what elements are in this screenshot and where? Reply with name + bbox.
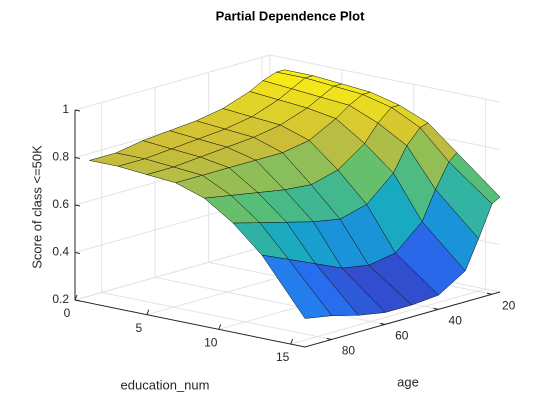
y-tick-label: 20: [502, 298, 516, 312]
z-tick: [74, 204, 81, 207]
y-axis-label: age: [397, 374, 419, 389]
y-tick-label: 60: [395, 329, 409, 343]
z-tick-label: 0.2: [52, 292, 69, 306]
grid-line: [290, 99, 487, 345]
z-tick: [74, 157, 81, 159]
surface-patch: [261, 254, 333, 319]
axis-line: [74, 110, 501, 348]
y-tick-label: 80: [342, 344, 356, 358]
x-tick: [290, 338, 294, 345]
z-tick: [74, 109, 81, 112]
x-tick-label: 5: [136, 321, 143, 335]
x-tick: [218, 324, 222, 330]
x-tick-label: 0: [64, 306, 71, 320]
x-axis-label: education_num: [121, 377, 210, 392]
x-tick-label: 15: [276, 350, 290, 364]
y-tick-label: 40: [449, 314, 463, 328]
x-tick: [146, 309, 150, 315]
chart-title: Partial Dependence Plot: [216, 8, 365, 23]
z-tick-label: 0.8: [52, 150, 69, 164]
z-axis-label: Score of class <=50K: [29, 145, 44, 269]
z-tick: [74, 252, 81, 254]
x-tick-label: 10: [204, 336, 218, 350]
z-tick-label: 1: [62, 102, 69, 116]
grid-line: [101, 102, 332, 340]
z-tick-label: 0.4: [52, 245, 69, 259]
z-tick-label: 0.6: [52, 197, 69, 211]
